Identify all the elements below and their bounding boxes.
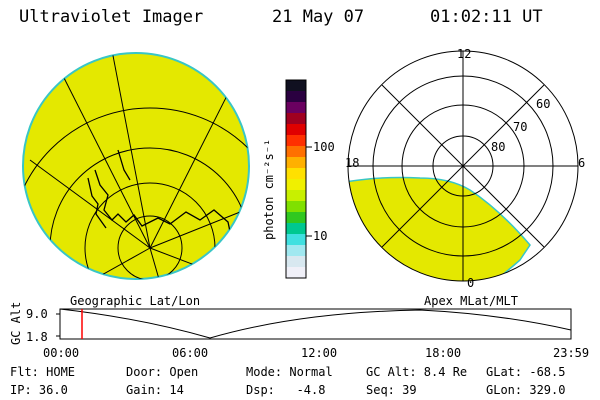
colorbar-stripe	[286, 113, 306, 125]
flight-status: Flt: HOME	[10, 365, 76, 379]
colorbar-stripe	[286, 267, 306, 279]
altitude-xtick: 23:59	[553, 346, 590, 360]
geographic-longitude: GLon: 329.0	[486, 383, 566, 397]
geographic-image	[22, 52, 250, 280]
altitude-ytick-9: 9.0	[26, 307, 48, 321]
altitude-xtick: 18:00	[425, 346, 462, 360]
altitude-xtick: 06:00	[172, 346, 209, 360]
mlt-label-18: 18	[345, 156, 360, 170]
mlt-label-6: 6	[578, 156, 586, 170]
lat-circle	[23, 107, 249, 279]
mlt-axis-diagonal	[381, 84, 545, 248]
colorbar-stripe	[286, 212, 306, 224]
apex-caption: Apex MLat/MLT	[424, 294, 518, 308]
continent-outline	[87, 177, 107, 229]
colorbar-stripe	[286, 245, 306, 257]
meridian-line	[59, 69, 151, 249]
colorbar-stripe	[286, 201, 306, 213]
continent-outline	[94, 169, 237, 276]
colorbar-tick-100: 100	[313, 140, 335, 154]
colorbar-stripe	[286, 102, 306, 114]
gc-altitude: GC Alt: 8.4 Re	[366, 365, 468, 379]
meridian-line	[149, 199, 249, 249]
continent-outline	[117, 149, 131, 181]
instrument-title: Ultraviolet Imager	[19, 7, 204, 27]
lat-label-70: 70	[513, 120, 528, 134]
altitude-xtick: 12:00	[301, 346, 338, 360]
date-label: 21 May 07	[272, 7, 365, 27]
lat-circle	[117, 215, 183, 279]
ip-value: IP: 36.0	[10, 383, 68, 397]
colorbar-stripe	[286, 135, 306, 147]
colorbar-stripe	[286, 157, 306, 169]
colorbar-stripe	[286, 190, 306, 202]
auroral-region	[348, 176, 531, 281]
colorbar-stripe	[286, 124, 306, 136]
sequence-value: Seq: 39	[366, 383, 417, 397]
colorbar-tick-10: 10	[313, 229, 328, 243]
colorbar	[285, 79, 312, 279]
geographic-latitude: GLat: -68.5	[486, 365, 566, 379]
colorbar-stripe	[286, 80, 306, 92]
colorbar-stripe	[286, 234, 306, 246]
meridian-line	[149, 247, 166, 279]
altitude-curve	[59, 308, 572, 339]
time-label: 01:02:11 UT	[430, 7, 543, 27]
meridian-line	[74, 247, 151, 279]
mlt-label-12: 12	[457, 47, 472, 61]
apex-dial	[347, 50, 579, 282]
colorbar-stripe	[286, 256, 306, 268]
dsp-value: Dsp: -4.8	[246, 383, 326, 397]
gain-value: Gain: 14	[126, 383, 184, 397]
colorbar-stripe	[286, 168, 306, 180]
altitude-ylabel: GC Alt	[9, 301, 23, 345]
mode-status: Mode: Normal	[246, 365, 333, 379]
lat-label-60: 60	[536, 97, 551, 111]
altitude-plot	[56, 308, 572, 340]
altitude-ytick-1-8: 1.8	[26, 330, 48, 344]
door-status: Door: Open	[126, 365, 199, 379]
meridian-line	[109, 53, 151, 249]
meridian-line	[29, 159, 151, 249]
colorbar-stripe	[286, 223, 306, 235]
colorbar-stripe	[286, 179, 306, 191]
lat-label-80: 80	[491, 140, 506, 154]
colorbar-unit-label: photon cm⁻²s⁻¹	[262, 138, 276, 240]
geographic-caption: Geographic Lat/Lon	[70, 294, 201, 308]
mlt-label-0: 0	[467, 276, 475, 290]
colorbar-stripe	[286, 146, 306, 158]
altitude-xtick: 00:00	[43, 346, 80, 360]
colorbar-stripe	[286, 91, 306, 103]
